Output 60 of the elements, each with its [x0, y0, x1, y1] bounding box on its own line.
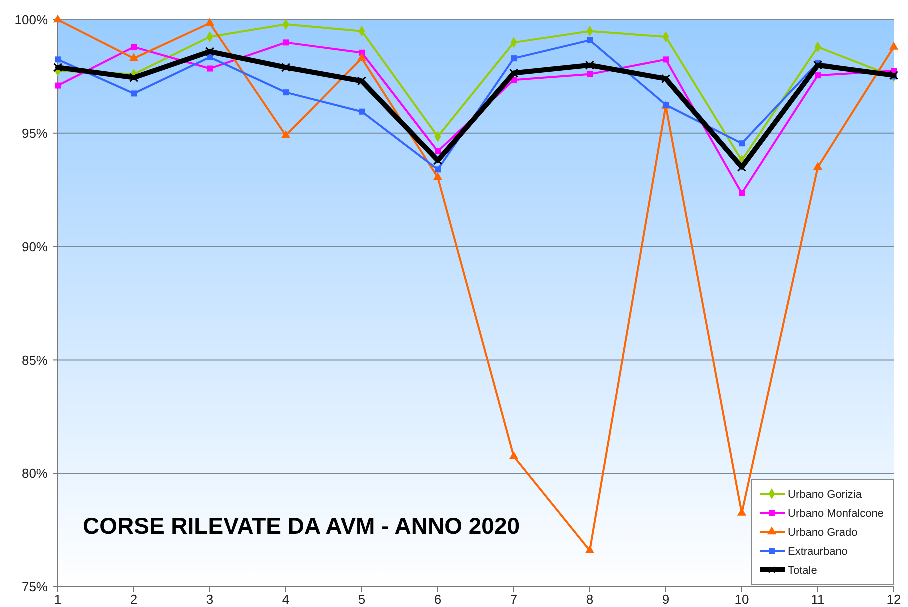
- x-tick-label: 5: [358, 592, 366, 607]
- point: [889, 42, 899, 50]
- legend-label: Extraurbano: [788, 546, 848, 558]
- point: [435, 148, 441, 155]
- y-tick-label: 95%: [22, 126, 48, 141]
- point: [281, 63, 291, 72]
- x-tick-label: 12: [886, 592, 902, 607]
- point: [283, 40, 289, 46]
- y-tick-label: 90%: [22, 239, 48, 254]
- point: [205, 47, 215, 56]
- x-tick-label: 6: [434, 592, 442, 607]
- point: [131, 90, 137, 97]
- point: [509, 68, 519, 78]
- legend-label: Totale: [788, 564, 818, 577]
- point: [281, 130, 291, 138]
- y-tick-label: 75%: [22, 580, 48, 595]
- point: [55, 82, 61, 89]
- x-tick-label: 10: [734, 592, 750, 607]
- point: [585, 545, 595, 554]
- x-tick-label: 3: [206, 592, 214, 607]
- point: [813, 60, 823, 70]
- x-tick-label: 7: [510, 592, 518, 607]
- point: [435, 166, 441, 173]
- point: [815, 72, 821, 79]
- x-tick-label: 2: [130, 592, 138, 607]
- point: [205, 18, 215, 26]
- point: [587, 71, 593, 78]
- x-tick-label: 11: [811, 592, 825, 607]
- legend-label: Urbano Monfalcone: [788, 508, 884, 520]
- text: CORSE RILEVATE DA AVM - ANNO 2020: [83, 513, 520, 539]
- y-tick-label: 80%: [22, 466, 48, 482]
- point: [53, 63, 63, 72]
- x-tick-label: 9: [662, 592, 670, 607]
- point: [357, 53, 367, 62]
- point: [511, 56, 517, 62]
- point: [207, 66, 213, 72]
- x-tick-label: 1: [54, 592, 62, 607]
- point: [357, 76, 367, 86]
- point: [129, 73, 139, 82]
- point: [207, 54, 213, 60]
- point: [663, 56, 669, 63]
- point: [661, 74, 671, 84]
- legend-label: Urbano Gorizia: [788, 488, 863, 501]
- point: [509, 451, 519, 460]
- y-tick-label: 100%: [14, 12, 48, 28]
- point: [433, 172, 443, 180]
- point: [131, 44, 137, 50]
- point: [585, 60, 595, 70]
- point: [587, 37, 593, 44]
- x-tick-label: 4: [282, 592, 290, 607]
- point: [55, 56, 61, 63]
- y-tick-label: 85%: [22, 352, 48, 368]
- point: [813, 162, 823, 170]
- legend-label: Urbano Grado: [788, 526, 858, 539]
- point: [739, 140, 745, 147]
- point: [739, 190, 745, 196]
- x-tick-label: 8: [586, 592, 594, 607]
- point: [283, 90, 289, 96]
- point: [129, 53, 139, 62]
- point: [359, 108, 365, 115]
